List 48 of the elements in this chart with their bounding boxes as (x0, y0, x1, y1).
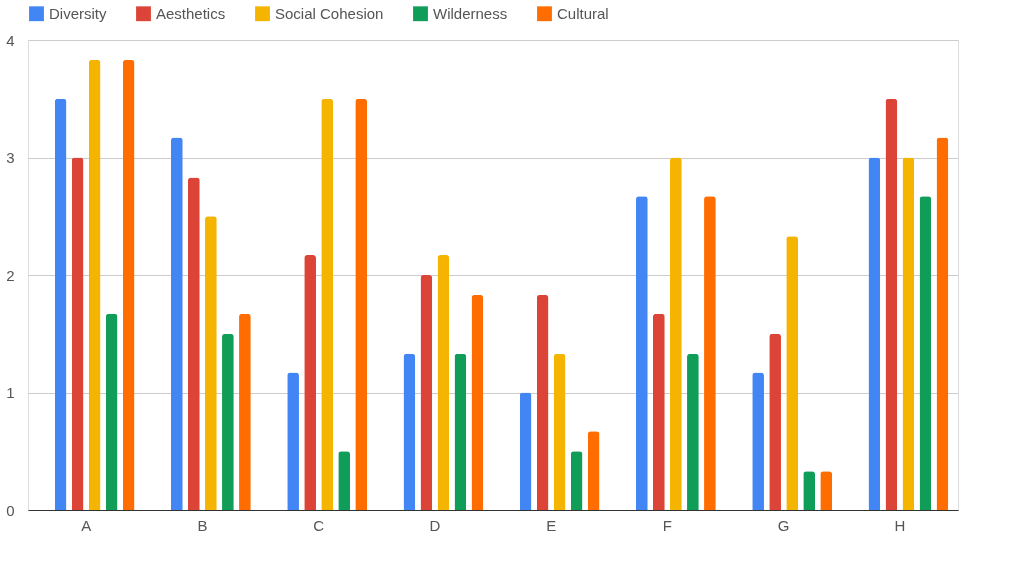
bar (936, 137, 949, 510)
bar (188, 177, 200, 510)
bar (902, 157, 915, 510)
bar (786, 236, 798, 510)
bar (454, 353, 467, 510)
bar (587, 431, 600, 510)
bar (437, 255, 450, 510)
y-tick-label: 4 (6, 31, 15, 49)
x-tick-label: C (313, 516, 325, 534)
bar (519, 392, 532, 510)
bar (820, 471, 833, 510)
x-tick-label: D (429, 516, 441, 534)
bar (54, 98, 67, 510)
bar (803, 471, 816, 510)
bar (420, 275, 433, 510)
legend-label: Cultural (557, 4, 609, 22)
bar (885, 98, 898, 510)
bar (88, 59, 101, 510)
x-tick-label: G (777, 516, 790, 534)
legend-label: Aesthetics (156, 4, 226, 22)
bar (403, 353, 416, 510)
bar (653, 313, 665, 510)
y-tick-label: 0 (6, 501, 15, 519)
y-tick-label: 2 (6, 266, 15, 284)
bar (338, 451, 351, 510)
bar (570, 451, 583, 510)
x-tick-label: E (546, 516, 557, 534)
x-tick-label: B (197, 516, 208, 534)
bar (122, 59, 135, 510)
x-tick-label: H (894, 516, 906, 534)
bar (536, 294, 549, 510)
bar (471, 294, 484, 510)
y-tick-label: 3 (6, 149, 15, 166)
x-tick-label: A (81, 516, 92, 534)
bar (355, 98, 368, 510)
bar (71, 157, 84, 510)
bar (321, 98, 333, 510)
x-tick-label: F (662, 516, 672, 534)
bar (919, 196, 932, 510)
legend-label: Wilderness (433, 4, 508, 22)
bar (635, 196, 648, 510)
bar (553, 353, 566, 510)
legend-label: Social Cohesion (275, 4, 384, 22)
bar (105, 313, 118, 510)
bar (868, 157, 881, 510)
legend-label: Diversity (49, 4, 107, 22)
y-tick-label: 1 (6, 384, 15, 401)
bar (170, 137, 183, 510)
